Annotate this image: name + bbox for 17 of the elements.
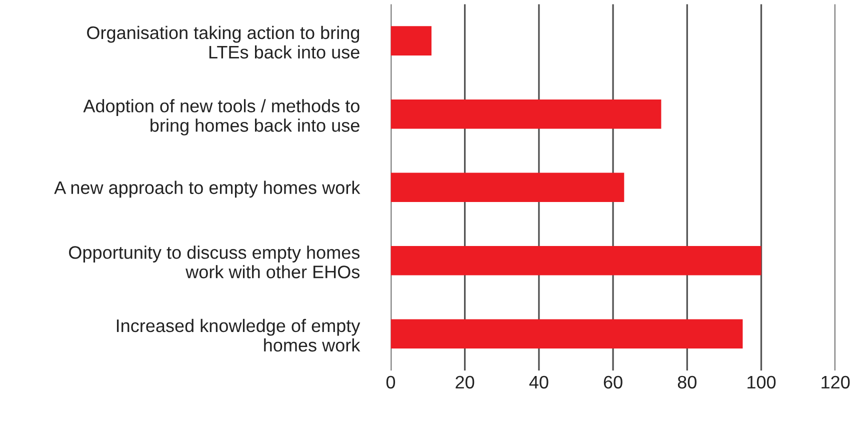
x-tick-label: 40	[529, 376, 548, 389]
x-tick-label: 0	[386, 376, 396, 389]
x-tick-label: 20	[456, 376, 474, 389]
y-tick-label: Organisation taking action to bring LTEs back into use	[87, 26, 360, 59]
bar	[390, 26, 432, 56]
y-tick-label: Adoption of new tools / methods to bring homes back into use	[83, 99, 360, 136]
bar	[390, 319, 743, 349]
x-tick-label: 60	[604, 376, 622, 389]
x-tick-label: 100	[748, 376, 776, 389]
bar	[390, 172, 624, 202]
y-tick-label: Increased knowledge of empty homes work	[116, 318, 360, 352]
bar	[390, 99, 662, 129]
x-tick-label: 120	[822, 376, 850, 389]
x-tick-label: 80	[678, 376, 696, 389]
bar	[390, 246, 762, 276]
y-tick-label: A new approach to empty homes work	[54, 180, 360, 198]
y-tick-label: Opportunity to discuss empty homes work with other EHOs	[69, 246, 360, 278]
